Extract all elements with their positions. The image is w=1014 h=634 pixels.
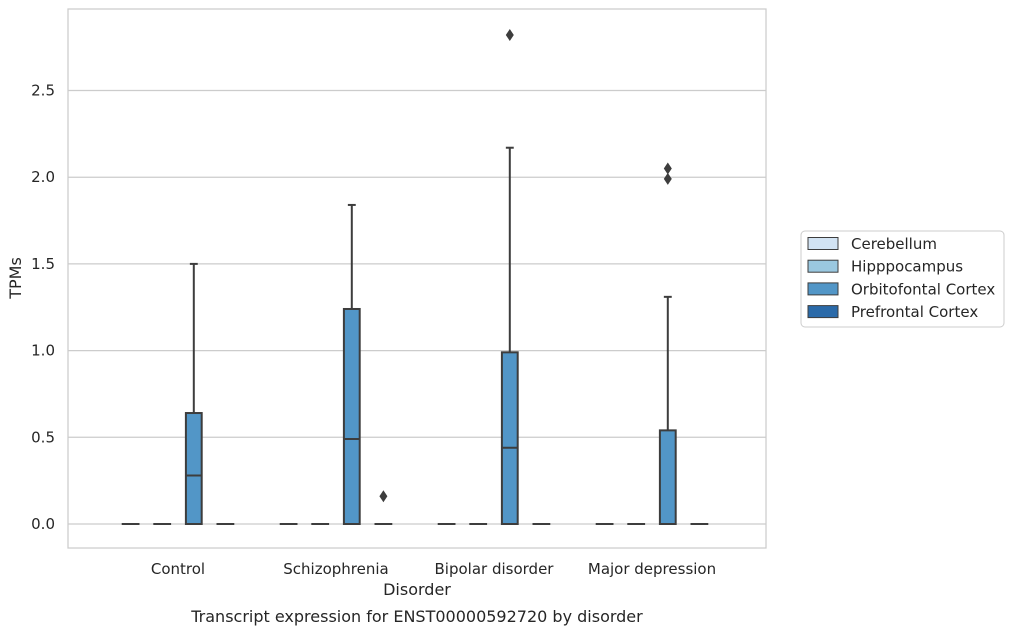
box-orbitofontal-cortex	[184, 262, 203, 525]
outlier-point	[505, 29, 514, 42]
y-tick-label: 1.5	[31, 255, 55, 273]
y-tick-label: 0.5	[31, 428, 55, 446]
outlier-point	[663, 162, 672, 175]
box-iqr	[658, 429, 677, 526]
legend-swatch	[807, 305, 839, 319]
legend-swatch	[807, 259, 839, 273]
y-tick-label: 2.5	[31, 82, 55, 100]
outlier-point	[379, 490, 388, 503]
legend-swatch	[807, 237, 839, 250]
boxes	[121, 29, 709, 526]
y-tick-label: 1.0	[31, 342, 55, 360]
gridlines	[68, 89, 766, 525]
box-iqr	[500, 351, 519, 526]
x-tick-label: Schizophrenia	[283, 560, 388, 578]
legend-label: Prefrontal Cortex	[851, 303, 978, 321]
x-axis-ticks: Control Schizophrenia Bipolar disorder Majo…	[151, 560, 716, 578]
box-orbitofontal-cortex	[658, 162, 677, 526]
x-axis-title: Disorder	[383, 580, 451, 599]
y-tick-label: 0.0	[31, 515, 55, 533]
plot-frame	[67, 8, 767, 549]
box-orbitofontal-cortex	[342, 203, 361, 526]
x-tick-label: Control	[151, 560, 205, 578]
legend-swatch	[807, 282, 839, 296]
x-tick-label: Bipolar disorder	[435, 560, 555, 578]
legend-frame	[800, 230, 1005, 328]
y-axis-ticks: 0.0 0.5 1.0 1.5 2.0 2.5	[31, 82, 55, 534]
box-iqr	[342, 307, 361, 526]
outlier-point	[663, 172, 672, 185]
box-iqr	[184, 412, 203, 525]
legend: Cerebellum Hipppocampus Orbitofontal Corte…	[800, 230, 1005, 328]
legend-items: Cerebellum Hipppocampus Orbitofontal Corte…	[807, 235, 995, 321]
chart-caption: Transcript expression for ENST0000059272…	[190, 607, 643, 626]
y-axis-title: TPMs	[6, 257, 25, 300]
box-orbitofontal-cortex	[500, 29, 519, 526]
legend-label: Cerebellum	[851, 235, 937, 253]
legend-label: Hipppocampus	[851, 258, 963, 276]
y-tick-label: 2.0	[31, 168, 55, 186]
legend-label: Orbitofontal Cortex	[851, 280, 995, 298]
box-prefrontal-cortex	[374, 490, 393, 526]
x-tick-label: Major depression	[588, 560, 716, 578]
